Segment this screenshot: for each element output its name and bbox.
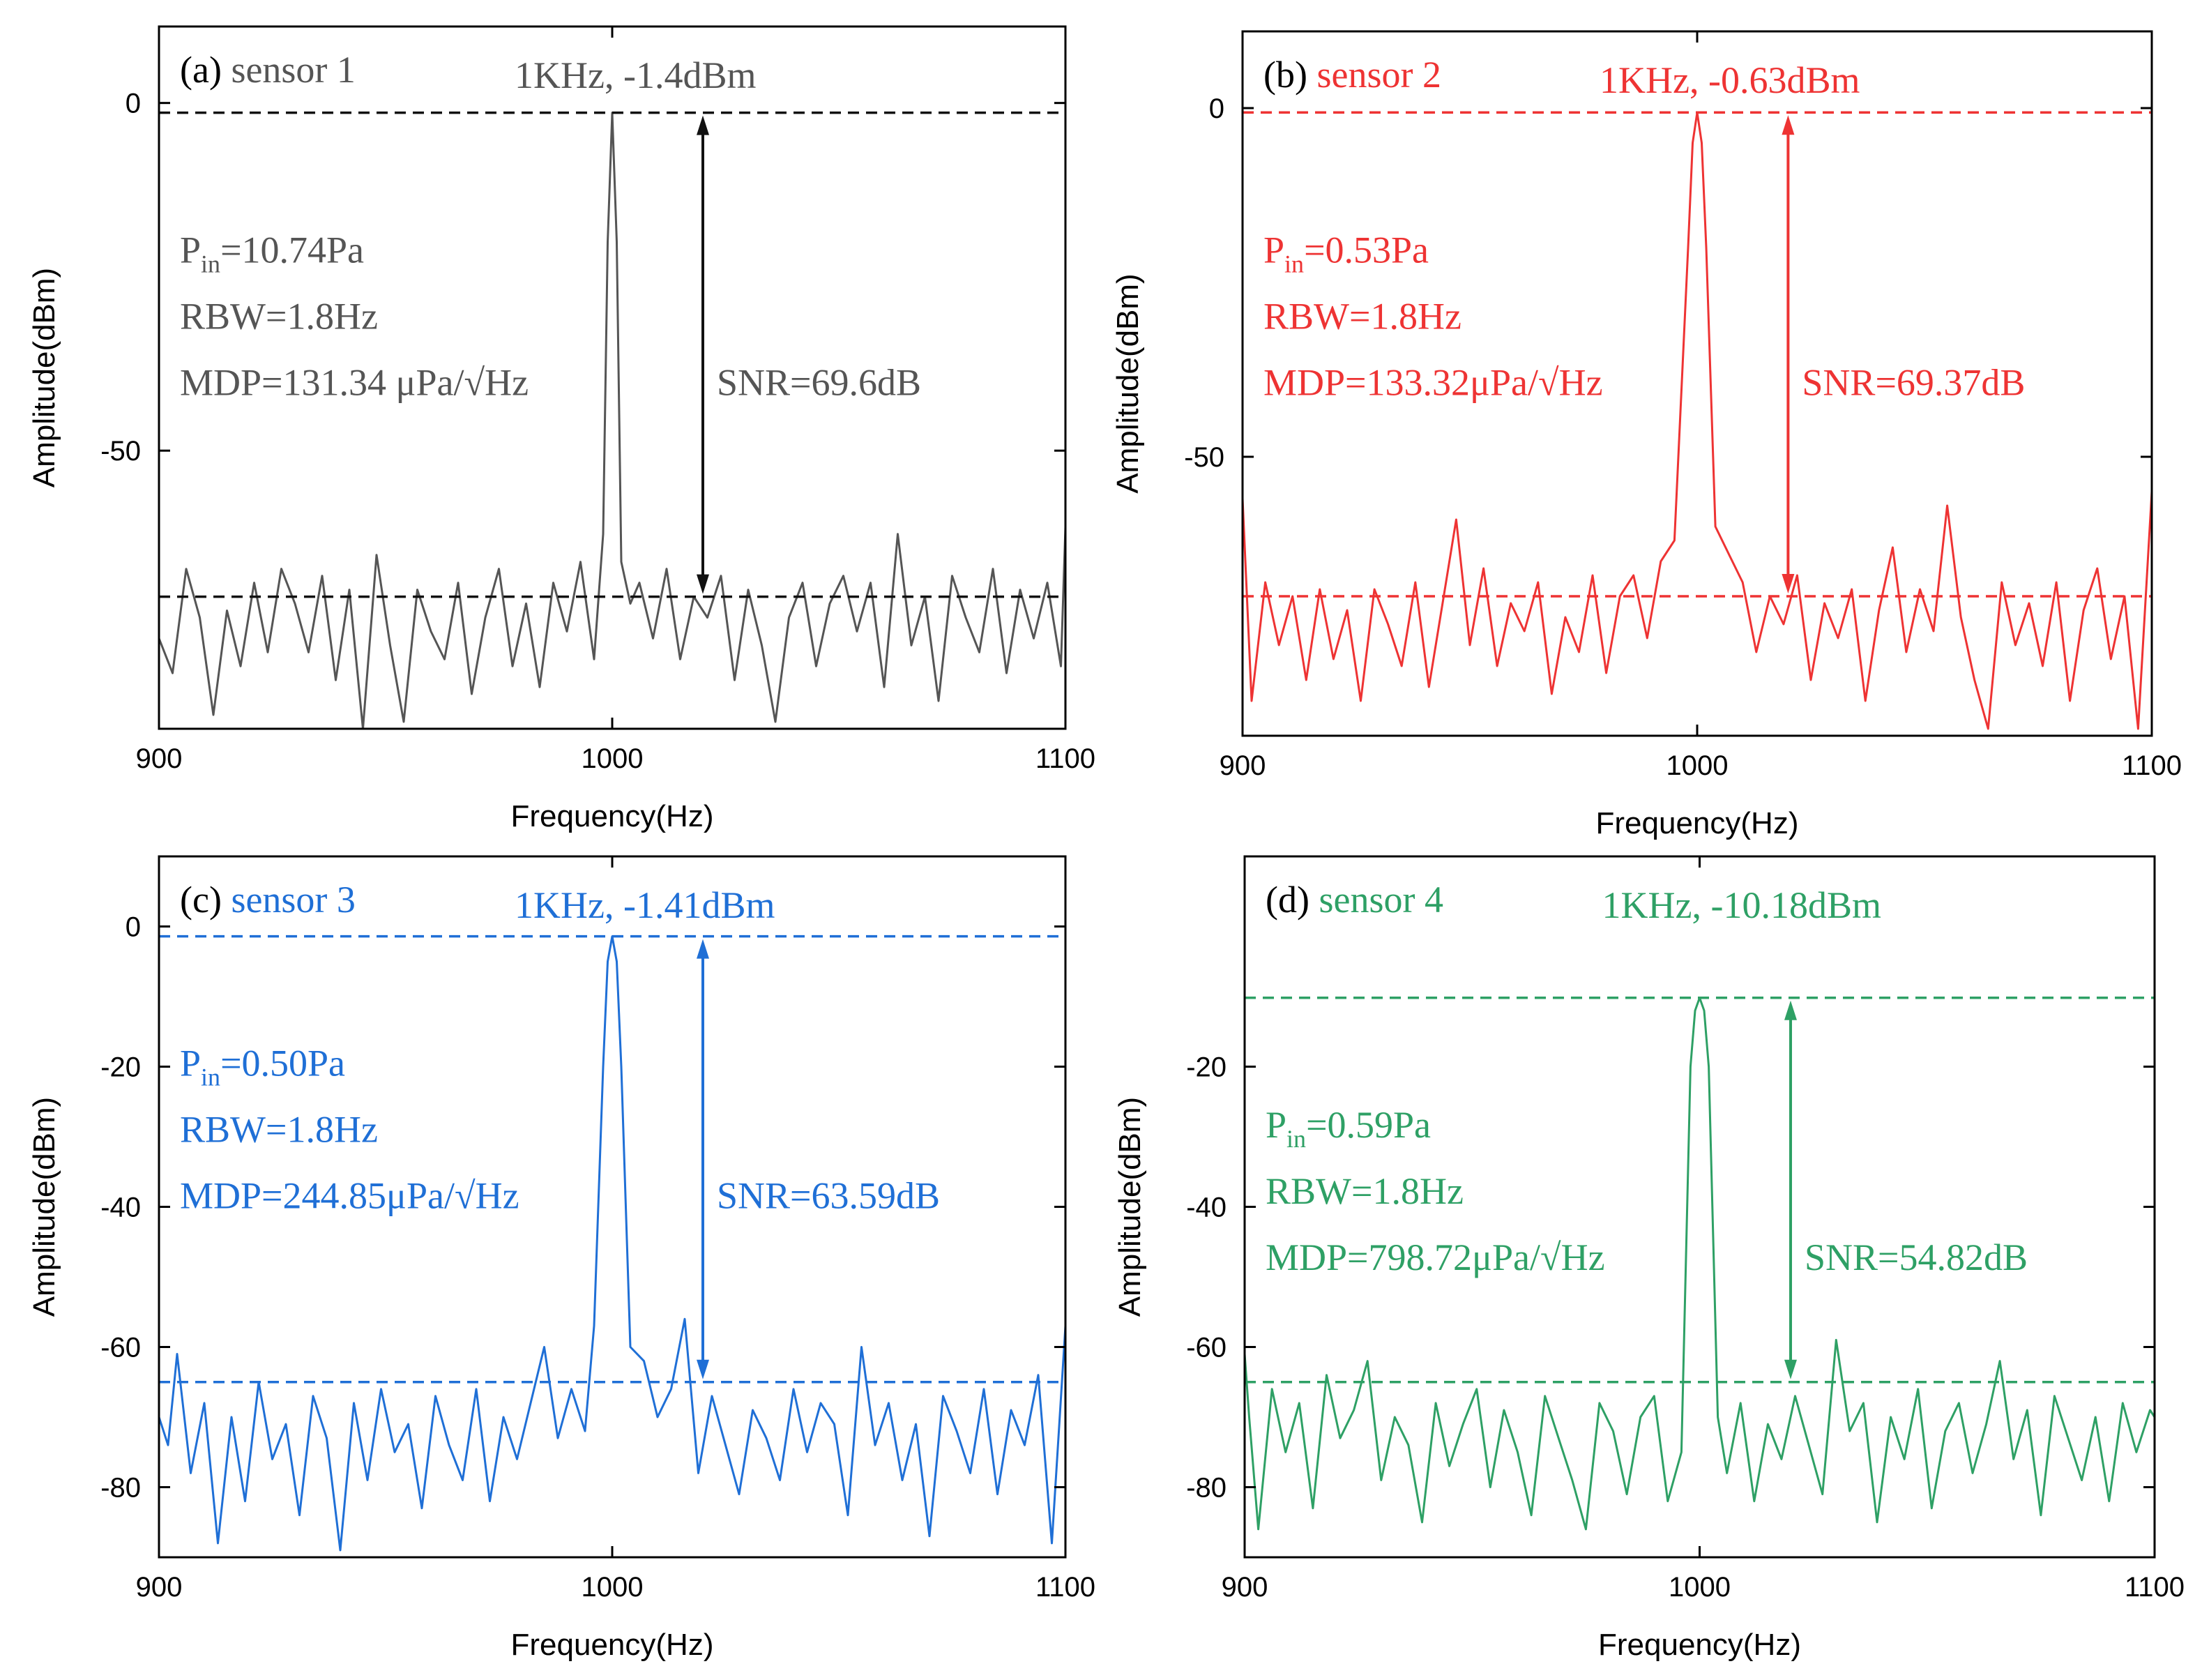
panel-label: (b) sensor 2 bbox=[1263, 54, 1441, 96]
pin-subscript: in bbox=[1286, 1125, 1306, 1153]
sensor-name: sensor 4 bbox=[1319, 879, 1443, 921]
series-line bbox=[159, 112, 1065, 729]
peak-annotation: 1KHz, -1.41dBm bbox=[515, 884, 775, 926]
x-tick-label: 1100 bbox=[1035, 743, 1095, 774]
y-tick-label: 0 bbox=[126, 89, 141, 119]
pin-symbol: P bbox=[180, 229, 201, 271]
pin-annotation: Pin=0.53Pa bbox=[1263, 229, 1429, 278]
pin-subscript: in bbox=[201, 1064, 220, 1091]
x-tick-label: 1100 bbox=[1035, 1572, 1095, 1603]
panel-label: (c) sensor 3 bbox=[180, 879, 356, 921]
pin-value: =0.50Pa bbox=[220, 1043, 345, 1084]
x-tick-label: 1000 bbox=[582, 1572, 644, 1603]
pin-annotation: Pin=0.59Pa bbox=[1266, 1104, 1431, 1153]
y-tick-label: -50 bbox=[1184, 442, 1224, 473]
pin-annotation: Pin=10.74Pa bbox=[180, 229, 364, 278]
panel-d: 900 1000 1100 -20 -40 -60 -80 Frequency(Hz) Ampl… bbox=[1113, 855, 2185, 1662]
panel-label: (a) sensor 1 bbox=[180, 49, 356, 91]
snr-annotation: SNR=69.6dB bbox=[717, 362, 921, 404]
panel-a: 900 1000 1100 0 -50 Frequency(Hz) Amplitude(dB… bbox=[27, 25, 1095, 833]
x-axis-title: Frequency(Hz) bbox=[1598, 1628, 1801, 1662]
y-tick-label: -80 bbox=[100, 1473, 141, 1504]
panel-letter: (a) bbox=[180, 49, 231, 91]
x-tick-label: 1000 bbox=[1669, 1572, 1731, 1603]
y-axis-title: Amplitude(dBm) bbox=[27, 268, 61, 487]
snr-arrow-head-top bbox=[697, 939, 709, 959]
x-tick-label: 1000 bbox=[582, 743, 644, 774]
y-tick-label: 0 bbox=[126, 912, 141, 943]
y-tick-label: -20 bbox=[1186, 1052, 1227, 1083]
rbw-annotation: RBW=1.8Hz bbox=[180, 296, 378, 338]
y-tick-label: -80 bbox=[1186, 1473, 1227, 1504]
x-tick-label: 1000 bbox=[1666, 750, 1729, 781]
pin-symbol: P bbox=[180, 1043, 201, 1084]
sensor-name: sensor 1 bbox=[231, 49, 355, 91]
snr-arrow-head-top bbox=[1784, 1000, 1797, 1020]
pin-value: =10.74Pa bbox=[220, 229, 364, 271]
x-axis-title: Frequency(Hz) bbox=[511, 1628, 714, 1662]
x-axis-title: Frequency(Hz) bbox=[1596, 806, 1799, 840]
x-tick-label: 900 bbox=[1222, 1572, 1268, 1603]
snr-arrow-head-top bbox=[697, 115, 709, 135]
x-tick-label: 900 bbox=[136, 743, 183, 774]
panel-c: 900 1000 1100 0 -20 -40 -60 -80 Frequency(Hz) Amp… bbox=[27, 855, 1095, 1662]
y-axis-title: Amplitude(dBm) bbox=[1111, 273, 1145, 493]
mdp-annotation: MDP=798.72μPa/√Hz bbox=[1266, 1236, 1605, 1278]
peak-annotation: 1KHz, -1.4dBm bbox=[515, 54, 756, 96]
peak-annotation: 1KHz, -10.18dBm bbox=[1602, 884, 1881, 926]
pin-symbol: P bbox=[1263, 229, 1284, 271]
x-tick-label: 1100 bbox=[2125, 1572, 2185, 1603]
series-line bbox=[159, 935, 1065, 1552]
y-tick-label: -50 bbox=[100, 436, 141, 467]
snr-arrow-head-top bbox=[1782, 115, 1795, 135]
rbw-annotation: RBW=1.8Hz bbox=[180, 1109, 378, 1151]
y-tick-label: -60 bbox=[1186, 1333, 1227, 1363]
y-tick-label: -40 bbox=[100, 1193, 141, 1223]
panel-label: (d) sensor 4 bbox=[1266, 879, 1443, 921]
rbw-annotation: RBW=1.8Hz bbox=[1266, 1170, 1464, 1212]
panel-letter: (c) bbox=[180, 879, 231, 921]
y-tick-label: -40 bbox=[1186, 1193, 1227, 1223]
rbw-annotation: RBW=1.8Hz bbox=[1263, 295, 1461, 337]
sensor-name: sensor 2 bbox=[1316, 54, 1441, 96]
pin-subscript: in bbox=[201, 250, 220, 278]
snr-arrow-head-bottom bbox=[1784, 1359, 1797, 1379]
pin-symbol: P bbox=[1266, 1104, 1286, 1146]
mdp-annotation: MDP=244.85μPa/√Hz bbox=[180, 1175, 519, 1217]
y-tick-label: -20 bbox=[100, 1052, 141, 1083]
panel-b: 900 1000 1100 0 -50 Frequency(Hz) Amplitude(dB… bbox=[1111, 30, 2182, 840]
panel-letter: (b) bbox=[1263, 54, 1316, 96]
y-axis-title: Amplitude(dBm) bbox=[27, 1097, 61, 1317]
pin-subscript: in bbox=[1284, 250, 1304, 278]
snr-annotation: SNR=54.82dB bbox=[1805, 1236, 2028, 1278]
snr-arrow-head-bottom bbox=[697, 1359, 709, 1379]
pin-value: =0.53Pa bbox=[1304, 229, 1429, 271]
x-tick-label: 1100 bbox=[2122, 750, 2182, 781]
y-axis-title: Amplitude(dBm) bbox=[1113, 1097, 1147, 1317]
series-line bbox=[1243, 111, 2152, 730]
peak-annotation: 1KHz, -0.63dBm bbox=[1600, 59, 1860, 101]
mdp-annotation: MDP=131.34 μPa/√Hz bbox=[180, 362, 529, 404]
sensor-name: sensor 3 bbox=[231, 879, 355, 921]
snr-arrow-head-bottom bbox=[1782, 574, 1795, 593]
x-axis-title: Frequency(Hz) bbox=[511, 799, 714, 833]
pin-value: =0.59Pa bbox=[1306, 1104, 1431, 1146]
y-tick-label: -60 bbox=[100, 1333, 141, 1363]
snr-annotation: SNR=69.37dB bbox=[1802, 361, 2025, 403]
panel-letter: (d) bbox=[1266, 879, 1319, 921]
snr-arrow-head-bottom bbox=[697, 574, 709, 594]
y-tick-label: 0 bbox=[1209, 93, 1224, 124]
pin-annotation: Pin=0.50Pa bbox=[180, 1043, 345, 1091]
snr-annotation: SNR=63.59dB bbox=[717, 1175, 940, 1217]
x-tick-label: 900 bbox=[136, 1572, 183, 1603]
x-tick-label: 900 bbox=[1220, 750, 1266, 781]
mdp-annotation: MDP=133.32μPa/√Hz bbox=[1263, 361, 1603, 403]
